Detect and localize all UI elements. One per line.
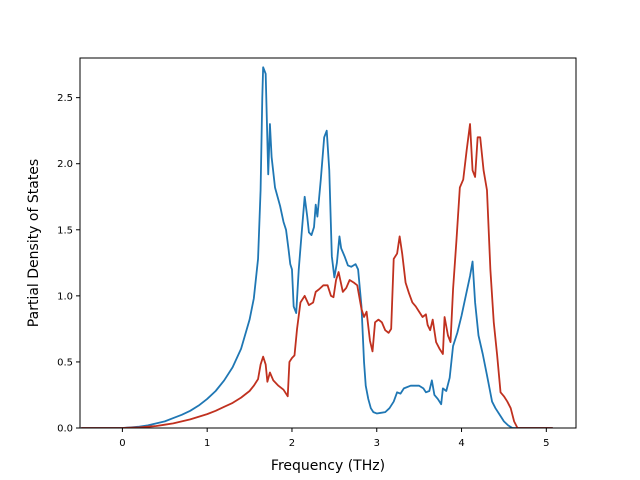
x-axis: 0 1 2 3 4 5: [119, 428, 550, 449]
y-axis: 0.0 0.5 1.0 1.5 2.0 2.5: [57, 93, 80, 435]
y-tick-label: 2.5: [57, 93, 73, 104]
plot-frame: [79, 57, 577, 429]
series-line-1: [80, 66, 554, 428]
x-tick-label: 1: [204, 438, 210, 449]
x-tick-label: 3: [374, 438, 380, 449]
y-tick-label: 2.0: [57, 159, 73, 170]
y-tick-label: 0.0: [57, 424, 73, 435]
series-line-2: [80, 123, 554, 428]
y-tick-label: 1.0: [57, 291, 73, 302]
plot-layer: [79, 57, 577, 429]
x-tick-label: 0: [119, 438, 125, 449]
x-tick-label: 2: [289, 438, 295, 449]
y-axis-label: Partial Density of States: [26, 159, 42, 327]
x-axis-label: Frequency (THz): [271, 458, 385, 474]
y-tick-label: 0.5: [57, 357, 73, 368]
x-tick-label: 5: [543, 438, 549, 449]
x-tick-label: 4: [458, 438, 464, 449]
y-tick-label: 1.5: [57, 225, 73, 236]
